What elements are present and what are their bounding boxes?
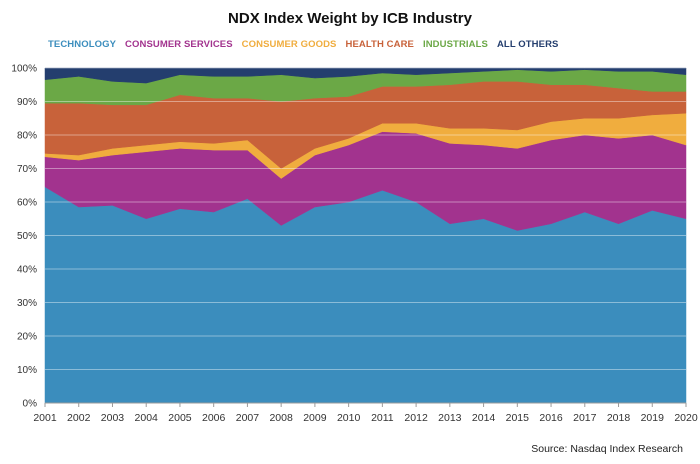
legend-item-technology: TECHNOLOGY <box>48 39 117 50</box>
x-tick-label: 2016 <box>539 412 563 424</box>
x-tick-label: 2004 <box>135 412 159 424</box>
x-tick-label: 2019 <box>641 412 665 424</box>
x-tick-label: 2001 <box>33 412 57 424</box>
x-tick-label: 2011 <box>371 412 394 424</box>
chart-title: NDX Index Weight by ICB Industry <box>228 10 472 27</box>
legend-item-industrials: INDUSTRIALS <box>422 39 488 50</box>
y-tick-label: 0% <box>23 399 38 410</box>
x-tick-label: 2014 <box>472 412 496 424</box>
y-tick-label: 80% <box>17 131 37 142</box>
y-tick-label: 50% <box>17 231 37 242</box>
y-tick-label: 30% <box>17 298 37 309</box>
area-series-technology <box>44 186 687 404</box>
legend-item-consumer-goods: CONSUMER GOODS <box>241 39 337 50</box>
x-tick-label: 2009 <box>303 412 327 424</box>
legend-item-health-care: HEALTH CARE <box>345 39 414 50</box>
y-tick-label: 60% <box>17 198 37 209</box>
x-tick-label: 2006 <box>202 412 226 424</box>
y-tick-label: 70% <box>17 164 37 175</box>
y-tick-label: 20% <box>17 332 37 343</box>
x-tick-label: 2017 <box>573 412 597 424</box>
x-tick-label: 2012 <box>404 412 428 424</box>
legend-item-all-others: ALL OTHERS <box>496 39 559 50</box>
x-tick-label: 2007 <box>236 412 260 424</box>
y-tick-label: 100% <box>11 64 37 75</box>
y-tick-label: 10% <box>17 365 37 376</box>
x-tick-label: 2005 <box>168 412 192 424</box>
x-tick-label: 2015 <box>506 412 530 424</box>
x-tick-label: 2018 <box>607 412 631 424</box>
y-tick-label: 90% <box>17 97 37 108</box>
source-note: Source: Nasdaq Index Research <box>531 443 683 455</box>
legend: TECHNOLOGY CONSUMER SERVICES CONSUMER GOOD… <box>48 39 558 50</box>
x-tick-label: 2020 <box>674 412 698 424</box>
x-tick-label: 2013 <box>438 412 462 424</box>
y-tick-label: 40% <box>17 265 37 276</box>
x-tick-label: 2003 <box>101 412 125 424</box>
x-tick-label: 2002 <box>67 412 91 424</box>
x-tick-label: 2010 <box>337 412 361 424</box>
x-tick-label: 2008 <box>269 412 293 424</box>
legend-item-consumer-services: CONSUMER SERVICES <box>125 39 233 50</box>
